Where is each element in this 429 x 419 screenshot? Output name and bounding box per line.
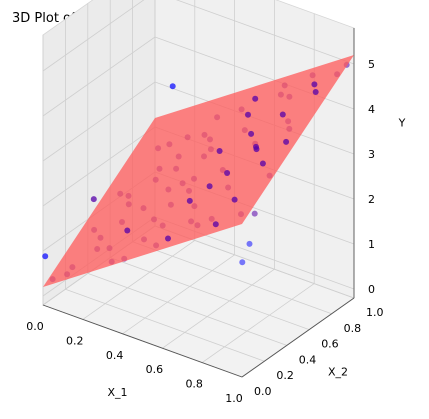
data-point [231,196,238,203]
x2-tick-label: 0.0 [254,385,272,398]
data-point [165,235,171,242]
data-point [252,95,259,102]
x2-tick-label: 0.8 [344,322,362,335]
grid-line-x1-floor [201,283,315,363]
x2-axis-line [241,297,355,378]
x1-tick-label: 1.0 [225,392,243,405]
grid-line-x2-floor [65,288,265,362]
x1-axis-line [42,304,243,378]
data-point [224,170,231,176]
grid-line-x2-floor [110,257,310,330]
x2-tick-label: 0.2 [276,369,294,382]
z-tick-label: 0 [368,283,375,296]
grid-line-x1-floor [82,240,196,320]
x2-tick-label: 0.6 [321,338,339,351]
grid-line-z-left [42,126,156,207]
data-point [246,240,253,247]
x1-tick-label: 0.8 [185,378,203,391]
data-point [253,143,259,150]
data-point [124,227,131,234]
grid-line-x2-floor [132,241,332,315]
data-point [206,183,213,190]
x1-tick-label: 0.2 [66,334,84,347]
data-point [279,111,286,118]
grid-line-z-left [42,0,145,72]
grid-line-z-back [175,0,355,65]
z-tick-label: 1 [368,238,375,251]
points-in-front-of-plane [42,81,319,260]
data-point [248,130,255,137]
z-tick-label: 3 [368,148,375,161]
x1-tick-label: 0.4 [106,349,124,362]
x1-tick-label: 0.0 [26,320,44,333]
grid-line-x1-floor [122,254,235,335]
z-tick-label: 4 [368,103,375,116]
data-point [245,111,251,118]
data-point [239,259,246,266]
data-point [42,253,49,260]
x1-tick-label: 0.6 [146,363,164,376]
data-point [212,221,219,228]
x2-tick-label: 0.4 [299,353,317,366]
z-axis-label: Y [398,117,406,130]
data-point [90,196,97,203]
data-point [251,210,258,217]
x-axis-label: X_1 [107,386,127,399]
grid-line-z-left [42,36,156,117]
axis-lines [42,28,355,378]
data-point [186,197,193,204]
grid-line-z-left [42,81,156,162]
tick-labels: 0.0 0.2 0.4 0.6 0.8 1.0 0.0 0.2 0.4 0.6 0.8 1.0 0 1 2 3… [26,58,383,405]
y-axis-label: X_2 [328,366,348,379]
data-point [311,81,318,88]
data-point [216,148,223,154]
x2-tick-label: 1.0 [366,306,384,319]
data-point [312,89,319,95]
grid-line-x2-floor [87,273,287,346]
regression-plane [43,55,354,287]
data-point [283,138,290,145]
grid-line-x1-floor [162,268,275,349]
z-tick-label: 5 [368,58,375,71]
data-point [169,83,176,90]
z-tick-label: 2 [368,193,375,206]
data-point [259,160,266,167]
